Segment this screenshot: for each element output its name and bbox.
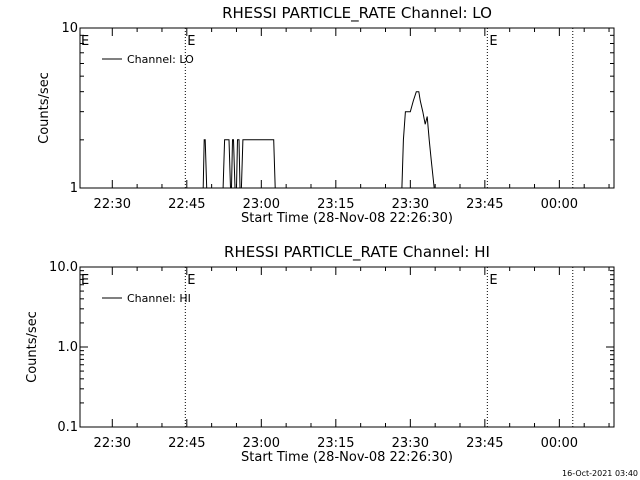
y-tick-label: 1: [70, 181, 78, 196]
event-marker-label: E: [489, 34, 497, 49]
y-tick-label: 1.0: [57, 340, 78, 355]
x-tick-label: 23:00: [243, 197, 280, 212]
x-tick-label: 23:00: [243, 436, 280, 451]
x-tick-label: 23:30: [392, 197, 429, 212]
event-marker-label: E: [81, 34, 89, 49]
x-tick-label: 23:45: [466, 436, 503, 451]
x-tick-label: 00:00: [541, 436, 578, 451]
y-tick-label: 10.0: [49, 260, 78, 275]
chart-title: RHESSI PARTICLE_RATE Channel: HI: [224, 243, 490, 262]
x-tick-label: 23:15: [317, 436, 354, 451]
event-marker-label: E: [187, 273, 195, 288]
generation-timestamp: 16-Oct-2021 03:40: [562, 469, 638, 478]
x-axis-label: Start Time (28-Nov-08 22:26:30): [241, 450, 453, 465]
plot-frame: [79, 266, 615, 428]
x-tick-label: 22:30: [94, 197, 131, 212]
series-line-channel-lo: [201, 91, 438, 189]
x-tick-label: 00:00: [541, 197, 578, 212]
chart-panel-lo: RHESSI PARTICLE_RATE Channel: LO 22:30 22:…: [37, 4, 615, 226]
legend-entry: Channel: LO: [127, 53, 194, 66]
x-tick-label: 23:45: [466, 197, 503, 212]
plot-frame: [79, 27, 615, 189]
x-axis-label: Start Time (28-Nov-08 22:26:30): [241, 211, 453, 226]
y-tick-label: 10: [61, 21, 78, 36]
legend-entry: Channel: HI: [127, 292, 191, 305]
x-tick-label: 22:45: [168, 436, 205, 451]
event-marker-label: E: [489, 273, 497, 288]
y-tick-label: 0.1: [57, 420, 78, 435]
chart-panel-hi: RHESSI PARTICLE_RATE Channel: HI 22:30 22:…: [25, 243, 615, 465]
event-marker-label: E: [187, 34, 195, 49]
event-marker-label: E: [81, 273, 89, 288]
x-tick-label: 23:15: [317, 197, 354, 212]
x-tick-label: 22:30: [94, 436, 131, 451]
x-tick-label: 23:30: [392, 436, 429, 451]
x-tick-label: 22:45: [168, 197, 205, 212]
y-axis-label: Counts/sec: [25, 311, 40, 383]
y-axis-label: Counts/sec: [37, 72, 52, 144]
chart-title: RHESSI PARTICLE_RATE Channel: LO: [222, 4, 492, 23]
